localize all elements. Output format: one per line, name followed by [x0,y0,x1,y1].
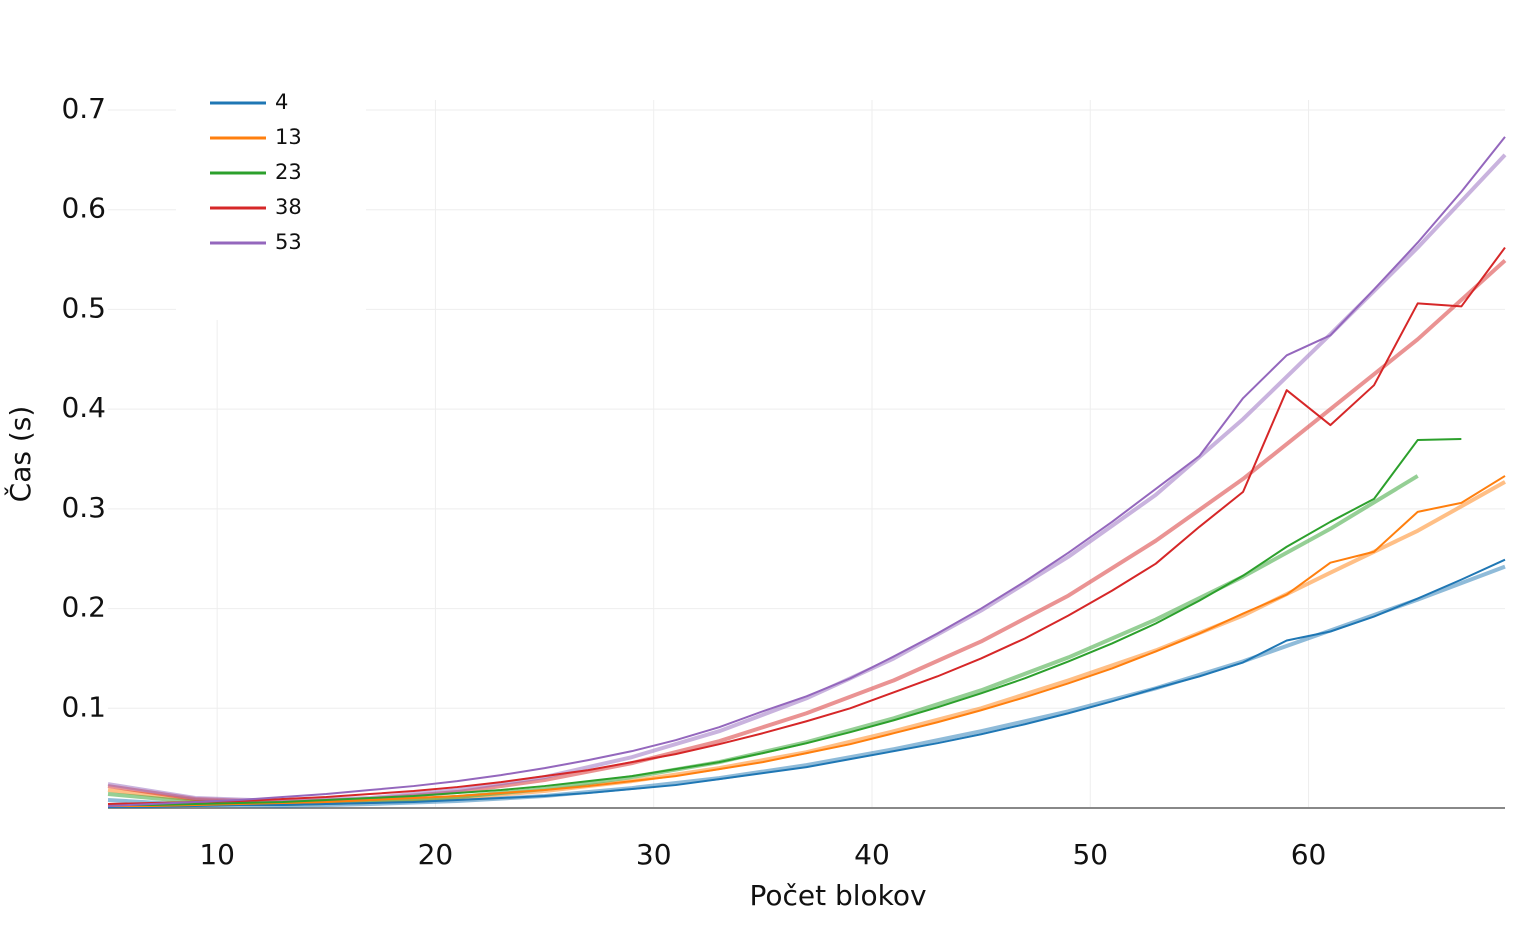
y-tick-label: 0.7 [61,92,106,125]
data-line [108,438,1462,807]
x-tick-label: 50 [1072,838,1108,871]
y-tick-label: 0.3 [61,491,106,524]
data-line [107,136,1506,808]
x-tick-label: 20 [418,838,454,871]
y-axis-title: Čas (s) [3,406,37,503]
data-line [108,475,1506,808]
legend-label: 23 [275,160,302,184]
legend-box [176,84,366,320]
y-tick-label: 0.1 [61,690,106,723]
y-tick-label: 0.4 [61,391,106,424]
fit-line [107,564,1506,809]
y-tick-label: 0.2 [61,591,106,624]
legend-label: 4 [275,90,288,114]
x-tick-label: 40 [854,838,890,871]
x-tick-label: 60 [1291,838,1327,871]
data-line [107,246,1506,806]
y-tick-label: 0.5 [61,291,106,324]
legend-label: 13 [275,125,302,149]
fit-line [107,474,1419,807]
data-line [108,558,1506,809]
legend-label: 53 [275,230,302,254]
y-tick-label: 0.6 [61,192,106,225]
x-tick-label: 10 [199,838,235,871]
x-axis-title: Počet blokov [749,879,926,912]
x-tick-label: 30 [636,838,672,871]
legend-label: 38 [275,195,302,219]
